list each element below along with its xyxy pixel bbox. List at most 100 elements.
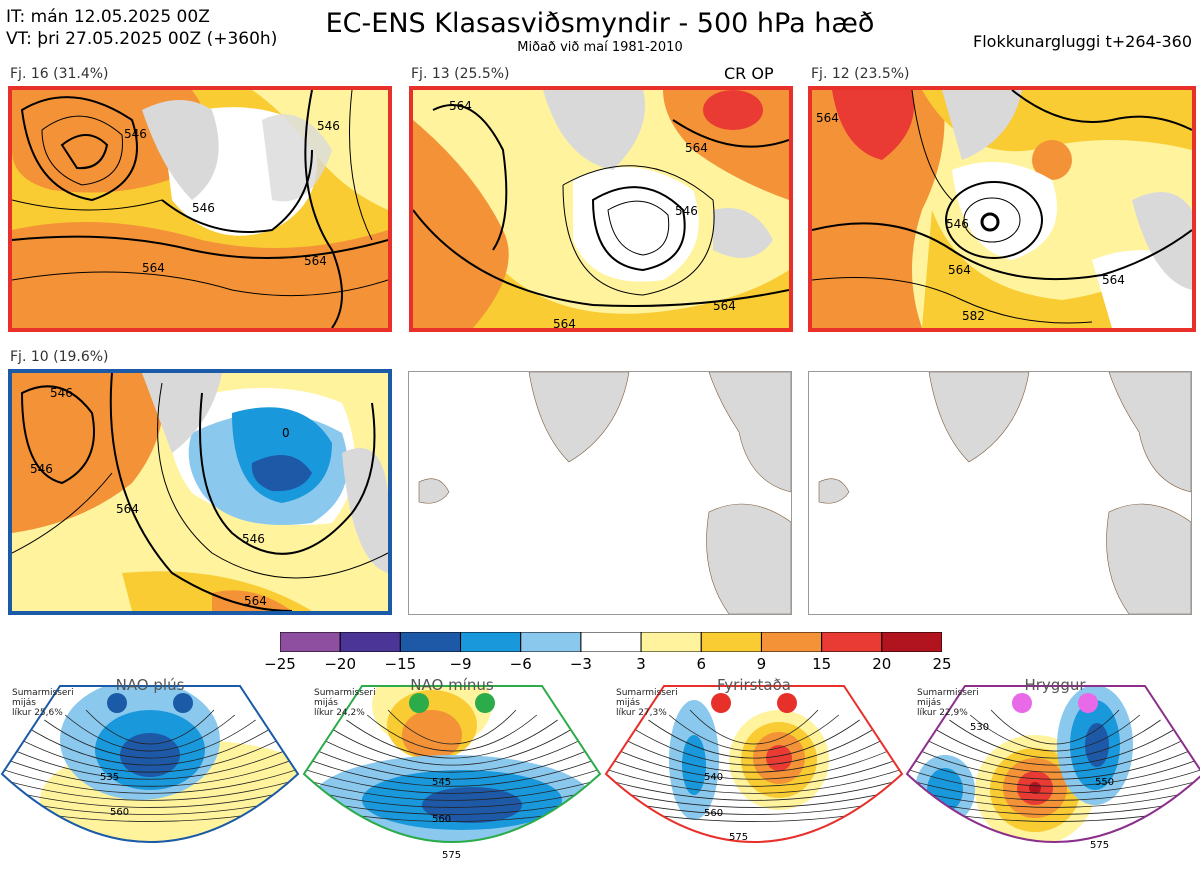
regime-2-dot-1 (777, 693, 797, 713)
regime-0-isoline-11 (2, 764, 298, 822)
colorbar-swatch-9 (821, 631, 883, 653)
colorbar (279, 631, 943, 653)
regime-3-isoline-2 (949, 719, 1161, 759)
regime-3-anomaly-10 (1014, 850, 1046, 862)
regime-0-isoline-4 (2, 729, 298, 773)
cluster-map-3: 564 546 564 582 564 (808, 86, 1196, 332)
colorbar-ticks: −25 −20 −15 −9 −6 −3 3 6 9 15 20 25 (264, 655, 951, 675)
cluster-map-1: 546 546 564 564 546 (8, 86, 392, 332)
regime-2-isoline-6 (606, 739, 902, 787)
p1-contour-2: 546 (192, 201, 215, 215)
colorbar-tick-10: 20 (872, 655, 892, 673)
regime-3-isoline-3 (928, 724, 1182, 766)
p3-contour-4: 582 (962, 309, 985, 323)
regime-1-note-0: Sumarmisseri (314, 688, 376, 698)
regime-2-contour-label-1: 560 (704, 808, 723, 819)
regime-1-isoline-10 (304, 759, 600, 815)
colorbar-tick-11: 25 (932, 655, 952, 673)
colorbar-swatch-4 (520, 631, 582, 653)
regime-2: 540 560 575 Fyrirstaða Sumarmisseri mijás líku… (604, 670, 904, 871)
regime-3-note: Sumarmisseri mijás líkur 22,9% (917, 688, 979, 718)
colorbar-tick-5: −3 (569, 655, 592, 673)
regime-3-name: Hryggur (1024, 676, 1086, 694)
regime-2-note-0: Sumarmisseri (616, 688, 678, 698)
regime-2-outline (604, 685, 904, 843)
regime-3-contour-label-1: 550 (1095, 777, 1114, 788)
cluster-map-4: 546 546 564 546 564 0 (8, 369, 392, 615)
p1-contour-4: 564 (304, 254, 327, 268)
regime-3-isoline-6 (907, 739, 1200, 787)
panel-1-label: Fj. 16 (31.4%) (10, 66, 109, 82)
regime-3-note-2: líkur 22,9% (917, 708, 968, 718)
regime-2-dot-0 (711, 693, 731, 713)
colorbar-tick-7: 6 (696, 655, 707, 673)
regime-0-contour-label-1: 560 (110, 807, 129, 818)
regime-0-isoline-8 (2, 749, 298, 801)
colorbar-tick-0: −25 (264, 655, 296, 673)
regime-map-3: 530 550 575 (905, 685, 1200, 862)
regime-1-isoline-7 (304, 744, 600, 794)
p4-contour-2: 546 (30, 462, 53, 476)
regime-3-isoline-9 (907, 754, 1200, 808)
p3-contour-2: 546 (946, 217, 969, 231)
regime-map-2: 540 560 575 (604, 685, 904, 843)
regime-2-contour-label-0: 540 (704, 772, 723, 783)
panel-4-label: Fj. 10 (19.6%) (10, 349, 109, 365)
regime-2-isoline-0 (689, 709, 819, 745)
regime-3-isoline-7 (907, 744, 1200, 794)
regime-2-isoline-4 (606, 729, 902, 773)
regime-3-anomaly-6 (1029, 782, 1041, 794)
regime-3-isoline-8 (907, 749, 1200, 801)
regime-1-name: NAO mínus (410, 676, 494, 694)
regime-0-note-0: Sumarmisseri (12, 688, 74, 698)
regime-0-isoline-2 (44, 719, 256, 759)
colorbar-swatch-6 (640, 631, 702, 653)
regime-1-isoline-9 (304, 754, 600, 808)
panel-3-label: Fj. 12 (23.5%) (811, 66, 910, 82)
p1-contour-1: 546 (124, 127, 147, 141)
p3-contour-3: 564 (948, 263, 971, 277)
colorbar-swatch-0 (279, 631, 341, 653)
colorbar-swatch-2 (399, 631, 462, 653)
regime-3-isoline-0 (990, 709, 1120, 745)
empty-map-5 (408, 371, 792, 615)
regime-0-isoline-7 (2, 744, 298, 794)
colorbar-swatch-1 (339, 631, 401, 653)
regime-0-note-2: líkur 25,6% (12, 708, 63, 718)
regime-1-dot-1 (475, 693, 495, 713)
colorbar-swatch-8 (760, 631, 823, 653)
regime-1-note-2: líkur 24,2% (314, 708, 365, 718)
regimes-row: 535 560 NAO plús Sumarmisseri mijás líkur 25,… (0, 670, 1200, 871)
p4-contour-6: 0 (282, 426, 290, 440)
window-label: Flokkunargluggi t+264-360 (973, 32, 1192, 51)
regime-1-isoline-4 (304, 729, 600, 773)
colorbar-swatch-5 (580, 631, 642, 653)
regime-3: 530 550 575 Hryggur Sumarmisseri mijás líkur 2… (905, 670, 1200, 871)
regime-0-isoline-1 (64, 714, 236, 752)
regime-1-isoline-8 (304, 749, 600, 801)
regime-2-note-1: mijás (616, 698, 640, 708)
regime-0-dot-0 (107, 693, 127, 713)
regime-0-isoline-6 (2, 739, 298, 787)
regime-1-contour-label-1: 560 (432, 814, 451, 825)
regime-1-note: Sumarmisseri mijás líkur 24,2% (314, 688, 376, 718)
colorbar-tick-2: −15 (384, 655, 417, 673)
regime-2-isoline-3 (627, 724, 881, 766)
regime-3-contour-label-0: 530 (970, 722, 989, 733)
p2-contour-2: 564 (685, 141, 708, 155)
panel-2-label: Fj. 13 (25.5%) (411, 66, 510, 82)
page-subtitle: Miðað við maí 1981-2010 (517, 40, 683, 55)
colorbar-swatches (279, 631, 943, 653)
regime-0-note: Sumarmisseri mijás líkur 25,6% (12, 688, 74, 718)
regime-2-note: Sumarmisseri mijás líkur 27,3% (616, 688, 678, 718)
regime-0-isoline-0 (85, 709, 215, 745)
regime-0-outline (0, 685, 300, 843)
p3-contour-5: 564 (1102, 273, 1125, 287)
regime-3-outline (905, 685, 1200, 843)
colorbar-swatch-3 (460, 631, 522, 653)
regime-2-name: Fyrirstaða (717, 676, 791, 694)
regime-map-1: 545 560 575 (302, 685, 602, 861)
panel-2-tag: CR OP (724, 64, 774, 83)
header-times: IT: mán 12.05.2025 00Z VT: þri 27.05.202… (6, 6, 277, 50)
regime-2-note-2: líkur 27,3% (616, 708, 667, 718)
